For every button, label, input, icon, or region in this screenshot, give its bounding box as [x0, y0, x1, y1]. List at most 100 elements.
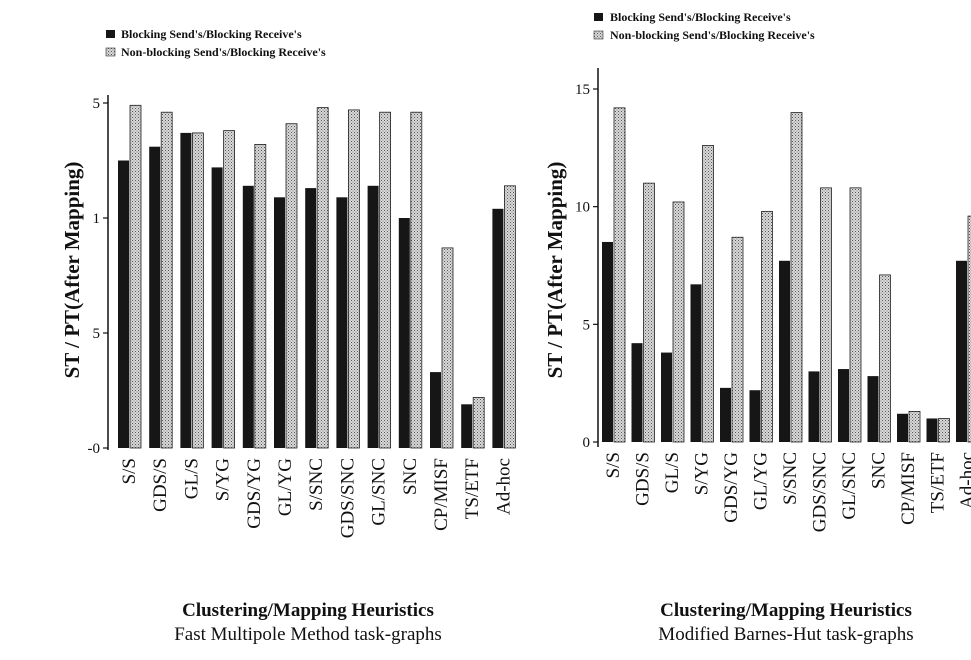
category-label: TS/ETF	[462, 458, 483, 519]
bar-nonblocking	[761, 210, 773, 443]
bar-blocking	[808, 371, 820, 442]
bar-nonblocking	[908, 411, 921, 443]
y-tick-label: 15	[575, 82, 590, 98]
bar-nonblocking	[410, 111, 423, 449]
caption-subtitle: Fast Multipole Method task-graphs	[174, 624, 442, 645]
bar-nonblocking	[503, 185, 516, 449]
legend-left: Blocking Send's/Blocking Receive's Non-b…	[105, 27, 326, 59]
bar-blocking	[779, 260, 790, 442]
bar-blocking	[690, 284, 702, 442]
bar-nonblocking	[967, 215, 971, 443]
category-label: CP/MISF	[898, 452, 919, 525]
bar-nonblocking	[472, 396, 485, 449]
y-tick-label: 0	[583, 435, 591, 451]
bar-blocking	[461, 404, 473, 448]
category-label: Ad-hoc	[493, 458, 514, 515]
chart-left: Blocking Send's/Blocking Receive's Non-b…	[60, 27, 516, 538]
category-label: S/S	[603, 452, 624, 478]
category-label: CP/MISF	[431, 458, 452, 531]
bar-blocking	[602, 241, 613, 442]
caption-right: Clustering/Mapping Heuristics Modified B…	[576, 600, 971, 646]
bar-nonblocking	[285, 123, 298, 449]
bar-blocking	[305, 188, 317, 448]
bar-blocking	[367, 185, 379, 449]
bar-blocking	[336, 197, 348, 448]
bar-blocking	[838, 369, 849, 442]
bar-nonblocking	[613, 107, 626, 443]
caption-title: Clustering/Mapping Heuristics	[182, 600, 434, 621]
category-label: GL/SNC	[839, 452, 860, 520]
category-label: SNC	[400, 458, 421, 495]
bar-nonblocking	[379, 111, 392, 449]
bar-blocking	[180, 132, 192, 448]
bar-nonblocking	[316, 107, 329, 449]
bar-blocking	[274, 197, 285, 448]
category-label: Ad-hoc	[957, 452, 971, 509]
category-label: GDS/YG	[244, 458, 265, 529]
y-tick-label: 5	[583, 317, 591, 333]
caption-subtitle: Modified Barnes-Hut task-graphs	[658, 624, 914, 645]
legend-swatch-nonblocking	[593, 30, 604, 40]
bar-nonblocking	[129, 104, 142, 449]
category-label: GDS/SNC	[810, 452, 831, 532]
bar-blocking	[430, 372, 441, 448]
bar-blocking	[956, 260, 967, 442]
bar-blocking	[720, 387, 731, 442]
y-tick-label: 1	[93, 211, 101, 227]
category-label: GDS/S	[150, 458, 171, 512]
category-label: GL/S	[181, 458, 202, 499]
category-label: GDS/SNC	[337, 458, 358, 538]
category-label: GL/YG	[751, 452, 772, 510]
category-label: S/SNC	[780, 452, 801, 505]
bar-nonblocking	[672, 201, 685, 443]
category-label: GDS/S	[633, 452, 654, 506]
category-label: S/YG	[692, 452, 713, 496]
legend-swatch-blocking	[106, 30, 115, 38]
y-tick-label: 5	[93, 326, 101, 342]
bar-blocking	[749, 390, 761, 442]
legend-label-blocking: Blocking Send's/Blocking Receive's	[610, 10, 791, 24]
bar-nonblocking	[254, 143, 267, 449]
bar-nonblocking	[702, 145, 714, 443]
category-label: GL/S	[662, 452, 683, 493]
category-label: TS/ETF	[928, 452, 949, 513]
legend-label-nonblocking: Non-blocking Send's/Blocking Receive's	[610, 28, 815, 42]
category-label: S/S	[119, 458, 140, 484]
y-axis-label: ST / PT(After Mapping)	[543, 162, 567, 379]
y-tick-label: 10	[575, 200, 590, 216]
y-tick-label: 5	[93, 96, 101, 112]
category-label: GL/SNC	[369, 458, 390, 526]
category-label: GL/YG	[275, 458, 296, 516]
bar-blocking	[398, 218, 410, 448]
category-label: S/SNC	[306, 458, 327, 511]
bar-blocking	[661, 352, 672, 442]
bar-nonblocking	[191, 132, 204, 449]
bar-nonblocking	[731, 236, 744, 443]
bar-blocking	[149, 146, 161, 448]
bar-blocking	[211, 167, 223, 448]
bar-nonblocking	[643, 182, 655, 443]
legend-right: Blocking Send's/Blocking Receive's Non-b…	[593, 10, 815, 42]
caption-title: Clustering/Mapping Heuristics	[660, 600, 912, 621]
bar-nonblocking	[879, 274, 891, 443]
category-label: S/YG	[213, 458, 234, 502]
bar-blocking	[926, 418, 938, 442]
bar-nonblocking	[160, 111, 173, 449]
bar-nonblocking	[820, 187, 832, 443]
bar-blocking	[631, 343, 643, 442]
bar-blocking	[118, 160, 129, 448]
category-label: GDS/YG	[721, 452, 742, 523]
bar-nonblocking	[849, 187, 862, 443]
legend-swatch-blocking	[594, 13, 603, 21]
bar-nonblocking	[441, 247, 454, 449]
bar-blocking	[242, 185, 254, 449]
bar-nonblocking	[223, 130, 236, 449]
legend-swatch-nonblocking	[105, 47, 116, 57]
bar-blocking	[867, 376, 879, 442]
legend-label-nonblocking: Non-blocking Send's/Blocking Receive's	[121, 45, 326, 59]
bar-nonblocking	[790, 112, 803, 443]
legend-label-blocking: Blocking Send's/Blocking Receive's	[121, 27, 302, 41]
y-tick-label: -0	[88, 441, 101, 457]
y-axis-label: ST / PT(After Mapping)	[60, 162, 84, 379]
